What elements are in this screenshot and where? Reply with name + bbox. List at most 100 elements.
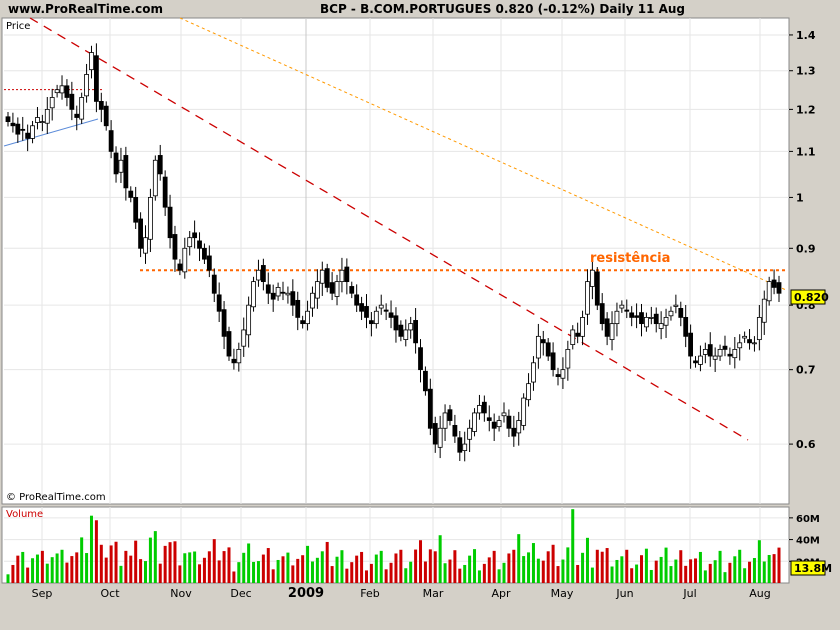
candle <box>364 294 369 329</box>
candle-body <box>378 304 384 309</box>
candle-body <box>383 309 389 312</box>
candle <box>467 419 473 453</box>
volume-bar <box>473 549 477 583</box>
candle-body <box>535 335 541 359</box>
candle-body <box>604 318 610 337</box>
candle <box>221 301 227 350</box>
candle-body <box>599 303 605 325</box>
candle <box>319 261 325 296</box>
candle-body <box>84 74 89 97</box>
site-name[interactable]: www.ProRealTime.com <box>8 2 163 16</box>
candle-body <box>167 206 173 239</box>
candle-body <box>639 312 644 325</box>
candle-body <box>314 281 320 299</box>
candle <box>369 312 374 337</box>
volume-bar <box>654 560 658 583</box>
volume-bar <box>635 564 639 583</box>
candle <box>423 366 428 396</box>
volume-bar <box>134 540 138 583</box>
candle-body <box>702 348 708 355</box>
volume-tick-label: 60M <box>796 514 820 525</box>
candle-body <box>585 281 590 315</box>
candle-body <box>712 355 718 360</box>
candle-body <box>737 342 743 349</box>
volume-bar <box>576 564 580 583</box>
candle <box>639 303 644 337</box>
candle <box>501 402 507 423</box>
price-label: Price <box>6 21 30 32</box>
volume-bar <box>718 550 722 583</box>
volume-bar <box>6 574 10 583</box>
volume-bar <box>35 554 39 583</box>
candle-body <box>319 269 325 284</box>
candle <box>314 269 320 309</box>
x-tick-label: Jun <box>615 587 633 600</box>
candle-body <box>290 291 296 306</box>
candle-body <box>231 358 237 364</box>
volume-bar <box>75 552 79 583</box>
candle <box>388 300 394 329</box>
candle-body <box>521 397 527 426</box>
candle <box>604 312 610 346</box>
candle-body <box>589 269 595 287</box>
volume-bar <box>502 562 506 583</box>
candle <box>265 272 271 304</box>
candle <box>516 411 522 446</box>
volume-bar <box>340 550 344 583</box>
candle <box>192 220 198 249</box>
candle-body <box>251 281 256 308</box>
candle <box>54 84 60 98</box>
watermark: © ProRealTime.com <box>6 492 106 503</box>
price-panel[interactable] <box>1 17 790 505</box>
candle <box>64 79 70 107</box>
candle-body <box>197 240 202 249</box>
candle-body <box>486 417 492 421</box>
last-volume-label: 13.8M <box>794 562 832 575</box>
volume-bar <box>21 551 25 583</box>
volume-bar <box>232 571 236 583</box>
candle-body <box>506 415 512 429</box>
x-tick-label: Apr <box>491 587 511 600</box>
candle <box>123 146 129 201</box>
candle <box>418 339 423 383</box>
candle <box>462 431 468 462</box>
x-tick-label: 2009 <box>288 586 324 601</box>
candle-body <box>761 298 767 323</box>
volume-bar <box>261 554 265 583</box>
candle-body <box>108 130 114 152</box>
candle <box>49 88 55 121</box>
candle-body <box>211 274 217 294</box>
volume-bar <box>423 561 427 583</box>
candle-body <box>143 237 148 254</box>
volume-bar <box>708 563 712 583</box>
volume-bar <box>458 568 462 583</box>
candle <box>344 258 350 295</box>
volume-bar <box>144 561 148 583</box>
volume-bar <box>389 562 393 583</box>
candle-body <box>462 443 468 452</box>
volume-bar <box>625 549 629 583</box>
candle-body <box>344 266 350 283</box>
volume-bar <box>536 558 540 583</box>
volume-bar <box>438 535 442 583</box>
candle <box>398 320 404 342</box>
x-tick-label: Feb <box>360 587 379 600</box>
candle-body <box>359 303 364 312</box>
candle-body <box>35 117 40 123</box>
candle-body <box>447 409 453 421</box>
candle <box>373 306 379 329</box>
candle <box>668 306 674 321</box>
price-tick-label: 1.1 <box>796 145 816 158</box>
candle-body <box>555 374 561 378</box>
volume-bar <box>384 569 388 583</box>
volume-bar <box>55 553 59 583</box>
candle <box>413 308 418 354</box>
volume-bar <box>659 556 663 583</box>
candle <box>511 415 517 447</box>
candle-body <box>123 155 129 189</box>
candle <box>658 311 664 340</box>
candle-body <box>668 310 674 317</box>
candle <box>280 281 286 301</box>
candle-body <box>403 329 409 340</box>
